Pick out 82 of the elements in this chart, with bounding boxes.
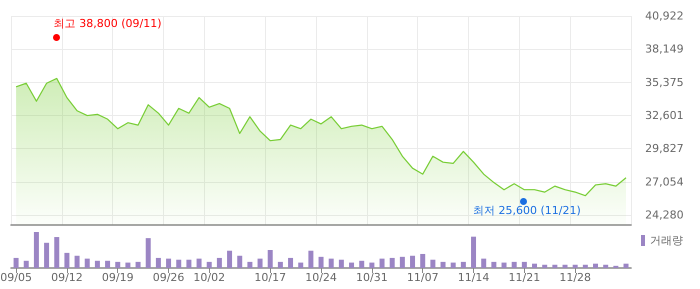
- y-tick-label: 29,827: [645, 142, 684, 156]
- annotation: 최저 25,600 (11/21): [473, 204, 581, 217]
- bar: [390, 258, 395, 268]
- bar: [74, 256, 80, 268]
- bar: [156, 258, 161, 268]
- y-tick-label: 24,280: [645, 208, 684, 222]
- x-tick-label: 09/19: [102, 271, 134, 284]
- bar: [278, 262, 283, 268]
- bar: [94, 260, 100, 268]
- bar: [562, 264, 568, 268]
- bar: [552, 264, 558, 268]
- bar: [522, 262, 527, 268]
- bar: [196, 258, 202, 268]
- bar: [247, 262, 252, 268]
- x-tick-label: 09/12: [51, 271, 83, 284]
- bar: [582, 264, 588, 268]
- y-tick-label: 32,601: [645, 109, 684, 122]
- bar: [166, 258, 172, 268]
- bar: [420, 254, 426, 268]
- bar: [624, 264, 629, 268]
- bar: [338, 260, 344, 268]
- x-tick-label: 10/02: [193, 271, 226, 284]
- bar: [237, 256, 242, 268]
- bar: [14, 258, 19, 268]
- bar: [146, 238, 151, 268]
- bar: [349, 262, 354, 268]
- bar: [603, 264, 608, 268]
- bar: [34, 232, 39, 268]
- bar: [593, 264, 598, 268]
- bar: [450, 262, 456, 268]
- bar: [430, 260, 436, 268]
- bar: [572, 264, 578, 268]
- bar: [298, 262, 304, 268]
- y-tick-label: 38,149: [645, 42, 684, 56]
- bar: [258, 258, 263, 268]
- bar: [176, 260, 182, 268]
- bar: [542, 264, 548, 268]
- x-tick-label: 11/21: [508, 271, 540, 284]
- y-tick-label: 40,922: [645, 10, 684, 22]
- bar: [64, 252, 70, 268]
- bar: [105, 260, 110, 268]
- bar: [440, 262, 446, 268]
- bar: [380, 258, 385, 268]
- bar: [502, 262, 507, 268]
- annotation: 최고 38,800 (09/11): [54, 17, 162, 30]
- bar: [491, 262, 496, 268]
- x-tick-label: 11/07: [406, 271, 439, 284]
- x-tick-label: 10/24: [305, 271, 337, 284]
- bar: [328, 258, 334, 268]
- bar: [54, 237, 60, 268]
- bar: [24, 260, 29, 268]
- bar: [318, 256, 324, 268]
- bar: [136, 262, 141, 268]
- bar: [471, 236, 476, 268]
- x-tick-label: 10/17: [254, 271, 286, 284]
- bar: [400, 256, 405, 268]
- bar: [460, 262, 466, 268]
- bar: [84, 258, 90, 268]
- bar: [125, 262, 130, 268]
- bar: [216, 258, 222, 268]
- bar: [227, 250, 232, 268]
- bar: [44, 242, 50, 268]
- bar: [206, 262, 212, 268]
- x-tick-label: 11/14: [458, 271, 490, 284]
- bar: [512, 262, 517, 268]
- bar: [186, 260, 192, 268]
- bar: [288, 258, 294, 268]
- bar: [268, 250, 273, 268]
- x-tick-label: 11/28: [559, 271, 592, 284]
- bar: [359, 260, 364, 268]
- bar: [369, 262, 374, 268]
- bar: [481, 258, 486, 268]
- x-tick-label: 09/26: [152, 271, 184, 284]
- x-tick-label: 09/05: [0, 271, 32, 284]
- bar: [410, 256, 416, 268]
- y-tick-label: 35,375: [645, 76, 684, 89]
- legend-label: 거래량: [650, 234, 683, 247]
- bar: [308, 250, 314, 268]
- bar: [532, 264, 538, 268]
- bar: [115, 262, 120, 268]
- y-tick-label: 27,054: [645, 175, 684, 188]
- x-tick-label: 10/31: [356, 271, 388, 284]
